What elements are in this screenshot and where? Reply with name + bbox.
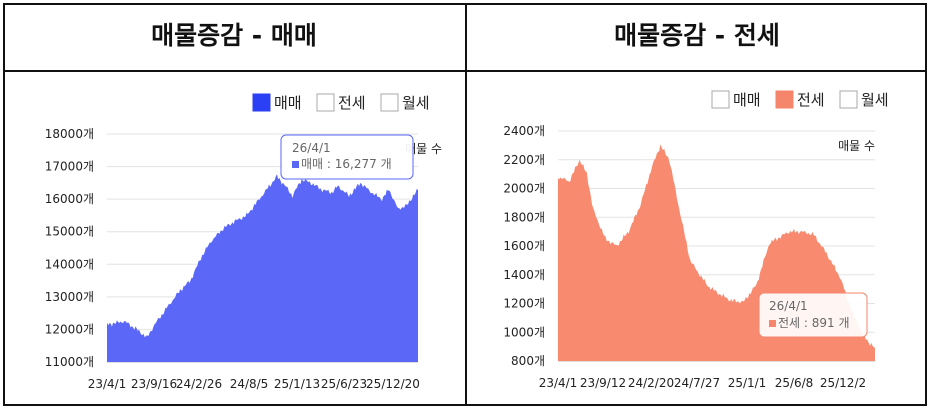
x-tick-label: 25/6/8 <box>775 376 814 390</box>
y-tick-label: 1000개 <box>503 325 545 339</box>
y-tick-label: 11000개 <box>45 355 94 369</box>
y-tick-label: 1800개 <box>503 210 545 224</box>
legend[interactable]: 매매 전세 월세 <box>711 90 889 109</box>
x-tick-label: 24/2/26 <box>176 377 222 391</box>
x-tick-label: 23/9/12 <box>580 376 626 390</box>
y-tick-label: 1600개 <box>503 239 545 253</box>
panel-divider <box>465 3 467 406</box>
legend-item-sale[interactable]: 매매 <box>711 90 761 109</box>
x-tick-label: 25/12/2 <box>820 376 866 390</box>
y-tick-label: 2000개 <box>503 182 545 196</box>
legend-item-jeonse[interactable]: 전세 <box>316 93 366 112</box>
tooltip-date: 26/4/1 <box>769 299 808 313</box>
legend-label-jeonse: 전세 <box>338 94 366 112</box>
legend-checkbox-jeonse[interactable] <box>316 93 335 112</box>
legend-item-jeonse[interactable]: 전세 <box>775 90 825 109</box>
legend-checkbox-sale[interactable] <box>252 93 271 112</box>
legend-checkbox-sale[interactable] <box>711 90 730 109</box>
x-tick-label: 24/8/5 <box>230 377 269 391</box>
x-tick-label: 25/1/1 <box>728 376 767 390</box>
x-tick-label: 25/12/20 <box>366 377 420 391</box>
tooltip: 26/4/1 전세 : 891 개 <box>758 292 868 338</box>
panel-title-jeonse: 매물증감 - 전세 <box>614 21 780 50</box>
y-tick-label: 13000개 <box>45 290 94 304</box>
legend-label-monthly: 월세 <box>402 94 430 112</box>
y-tick-label: 2200개 <box>503 153 545 167</box>
y-tick-label: 18000개 <box>45 127 94 141</box>
legend-checkbox-jeonse[interactable] <box>775 90 794 109</box>
x-tick-label: 25/1/13 <box>274 377 320 391</box>
panel-title-sale: 매물증감 - 매매 <box>151 21 317 50</box>
x-tick-label: 23/9/16 <box>131 377 177 391</box>
unit-label: 매물 수 <box>838 139 875 153</box>
legend-label-monthly: 월세 <box>861 91 889 109</box>
y-tick-label: 16000개 <box>45 192 94 206</box>
legend-item-monthly[interactable]: 월세 <box>380 93 430 112</box>
tooltip-date: 26/4/1 <box>292 141 331 155</box>
tooltip-swatch <box>769 320 776 327</box>
header-divider <box>3 70 927 72</box>
tooltip: 26/4/1 매매 : 16,277 개 <box>280 134 414 180</box>
y-tick-label: 1200개 <box>503 297 545 311</box>
tooltip-swatch <box>292 161 299 168</box>
series-area-sale <box>107 174 418 362</box>
legend-label-jeonse: 전세 <box>797 91 825 109</box>
legend-label-sale: 매매 <box>733 91 761 109</box>
y-tick-label: 14000개 <box>45 257 94 271</box>
x-tick-label: 23/4/1 <box>539 376 578 390</box>
x-tick-label: 25/6/23 <box>321 377 367 391</box>
y-tick-label: 800개 <box>511 354 545 368</box>
y-tick-label: 17000개 <box>45 160 94 174</box>
legend-item-monthly[interactable]: 월세 <box>839 90 889 109</box>
y-tick-label: 15000개 <box>45 225 94 239</box>
legend-checkbox-monthly[interactable] <box>380 93 399 112</box>
y-tick-label: 12000개 <box>45 322 94 336</box>
x-tick-label: 24/2/20 <box>628 376 674 390</box>
y-tick-label: 1400개 <box>503 268 545 282</box>
tooltip-value: 매매 : 16,277 개 <box>301 157 392 171</box>
x-tick-label: 24/7/27 <box>674 376 720 390</box>
tooltip-value: 전세 : 891 개 <box>778 316 850 330</box>
legend-item-sale[interactable]: 매매 <box>252 93 302 112</box>
legend-label-sale: 매매 <box>274 94 302 112</box>
legend[interactable]: 매매 전세 월세 <box>252 93 430 112</box>
legend-checkbox-monthly[interactable] <box>839 90 858 109</box>
x-tick-label: 23/4/1 <box>88 377 127 391</box>
y-tick-label: 2400개 <box>503 124 545 138</box>
unit-label: 매물 수 <box>405 142 442 156</box>
